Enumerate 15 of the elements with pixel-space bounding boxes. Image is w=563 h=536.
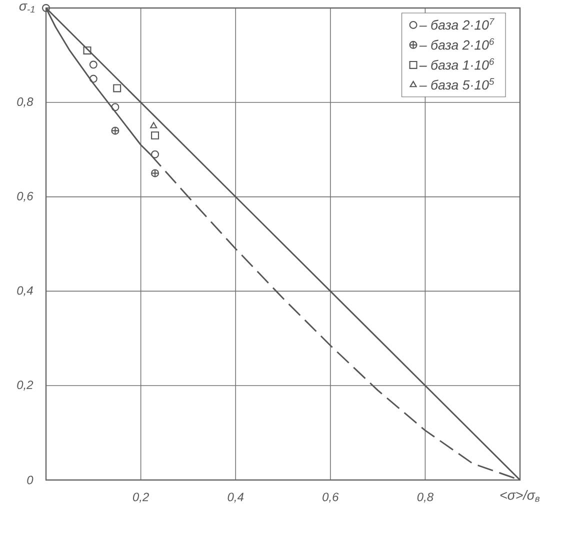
x-tick-label: 0,4: [228, 492, 244, 503]
y-tick-label: 0,6: [17, 192, 34, 202]
y-tick-label: 0,2: [17, 380, 34, 391]
x-tick-label: 0,2: [132, 492, 149, 503]
x-tick-label: 0,6: [322, 492, 339, 503]
x-axis-title: <σ>/σ$_{в}$: [500, 490, 540, 502]
legend-label: – база 1·10$^{6}$: [419, 58, 494, 70]
legend-label: – база 5·10$^{5}$: [419, 78, 494, 90]
y-axis-title: σ$_{-1}$: [19, 3, 34, 13]
legend-label: – база 2·10$^{7}$: [419, 18, 494, 30]
y-tick-label: 0,8: [17, 97, 34, 108]
legend-label: – база 2·10$^{6}$: [419, 38, 494, 50]
y-tick-label: 0: [27, 476, 34, 484]
y-tick-label: 0,4: [17, 286, 33, 296]
x-tick-label: 0,8: [417, 492, 434, 503]
